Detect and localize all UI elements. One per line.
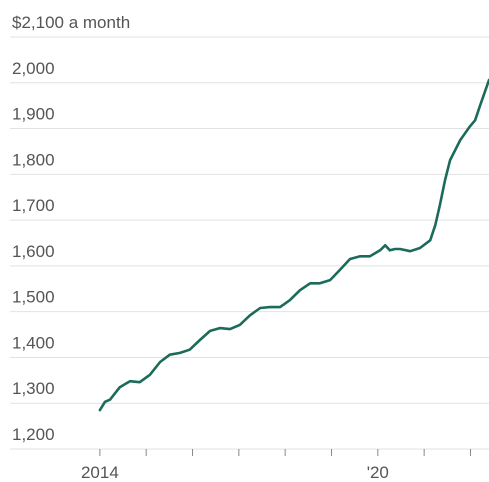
- y-tick-label: 2,000: [12, 59, 55, 78]
- x-tick-label: 2014: [81, 463, 119, 482]
- line: [98, 78, 489, 412]
- y-tick-label: 1,900: [12, 105, 55, 124]
- y-tick-label: 1,600: [12, 242, 55, 261]
- y-tick-label: 1,200: [12, 425, 55, 444]
- y-tick-label: 1,500: [12, 288, 55, 307]
- x-tick-label: '20: [367, 463, 389, 482]
- y-tick-label: 1,800: [12, 150, 55, 169]
- y-tick-label: 1,300: [12, 379, 55, 398]
- y-tick-label: 1,700: [12, 196, 55, 215]
- y-tick-label: $2,100 a month: [12, 13, 130, 32]
- y-tick-label: 1,400: [12, 333, 55, 352]
